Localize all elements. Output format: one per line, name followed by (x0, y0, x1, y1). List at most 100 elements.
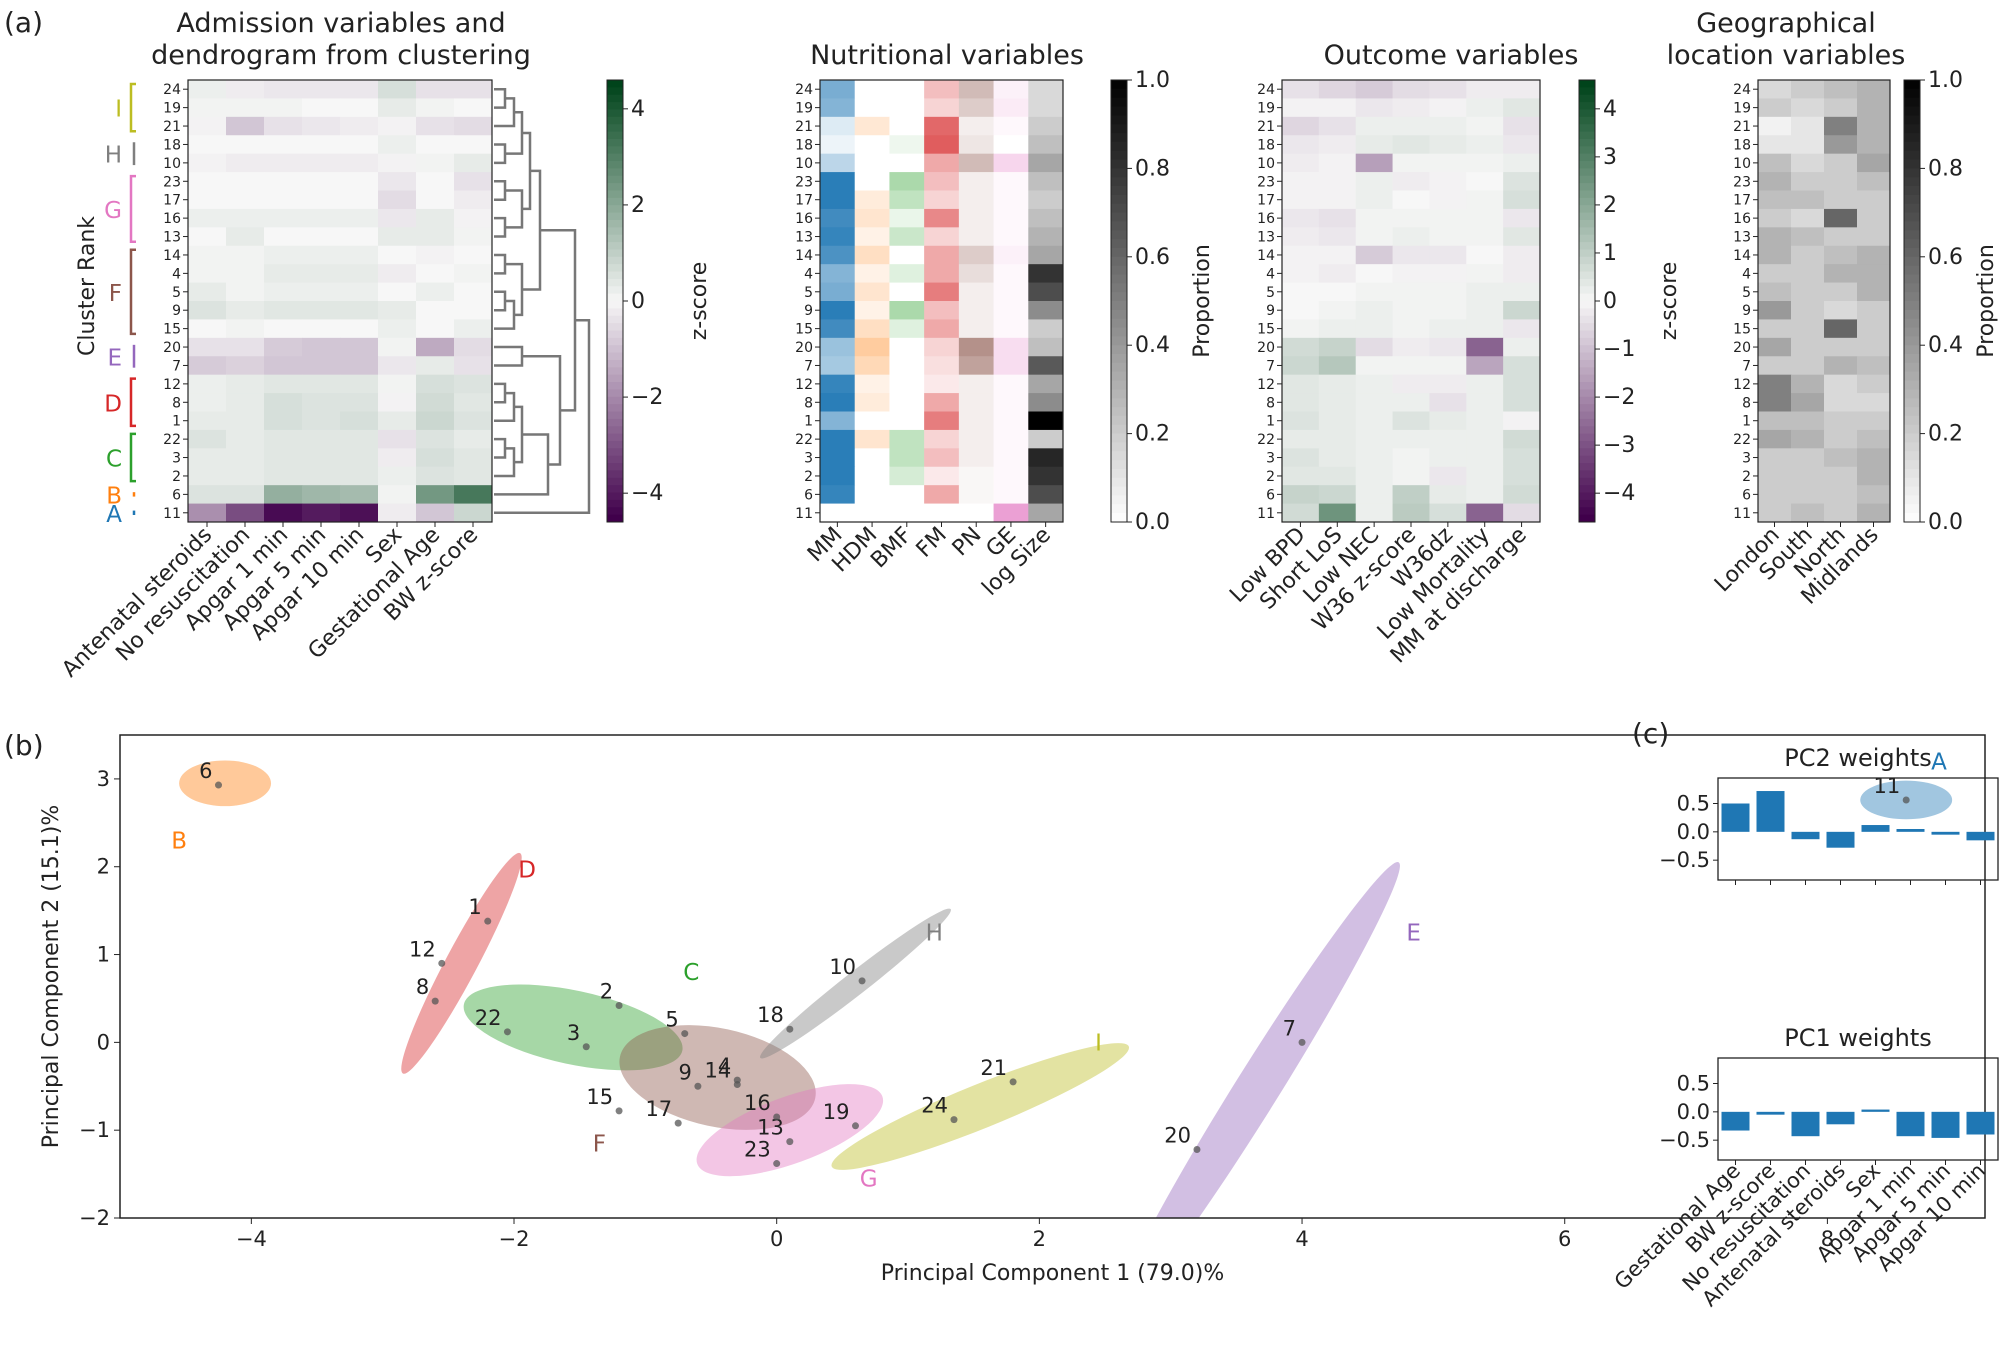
admission-cell (188, 466, 227, 486)
zscore-colorbar-1-gradient (607, 426, 623, 435)
point-24 (950, 1116, 958, 1124)
outcome-cell (1466, 374, 1504, 394)
nutritional-cell (820, 374, 856, 394)
proportion-colorbar-2-frame (1903, 79, 1921, 523)
zscore-colorbar-2-gradient (1579, 301, 1595, 309)
admission-row-label: 22 (163, 432, 181, 448)
admission-cell (378, 503, 417, 523)
admission-row-label: 10 (163, 156, 181, 172)
zscore-colorbar-1-gradient (607, 197, 623, 206)
proportion-colorbar-2-gradient (1904, 451, 1920, 461)
nutritional-cell (924, 153, 960, 173)
zscore-colorbar-1-gradient (607, 175, 623, 184)
geo-cell (1791, 337, 1825, 357)
nutritional-cell (854, 411, 890, 431)
geo-cell (1857, 116, 1891, 136)
cluster-label-I: I (115, 97, 122, 123)
proportion-colorbar-1-gradient (1111, 327, 1127, 337)
zscore-colorbar-2-tick-label: −1 (1603, 337, 1635, 362)
admission-cell (302, 172, 341, 191)
nutritional-cell (958, 190, 994, 210)
proportion-colorbar-2-tick-label: 0.2 (1928, 422, 1963, 447)
zscore-colorbar-2-tick-label: −4 (1603, 481, 1635, 506)
nutritional-cell (889, 466, 925, 486)
admission-cell (340, 282, 379, 302)
zscore-colorbar-1-gradient (607, 448, 623, 457)
pc2-ytick-label: 0.5 (1677, 792, 1710, 816)
outcome-cell (1355, 98, 1393, 118)
geo-row-label: 24 (1733, 82, 1751, 98)
geo-cell (1791, 411, 1825, 431)
admission-cell (340, 301, 379, 320)
zscore-colorbar-1-gradient (607, 293, 623, 302)
admission-cell (188, 172, 227, 191)
zscore-colorbar-2-gradient (1579, 227, 1595, 236)
nutritional-cell (1028, 393, 1064, 412)
outcome-cell (1355, 135, 1393, 155)
nutritional-cell (1028, 485, 1064, 504)
geo-cell (1791, 98, 1825, 118)
admission-row-label: 4 (172, 266, 181, 282)
geo-cell (1758, 135, 1792, 155)
nutritional-cell (1028, 282, 1064, 302)
point-label-2: 2 (600, 979, 613, 1003)
cluster-label-E: E (107, 345, 122, 371)
zscore-colorbar-1-gradient (607, 337, 623, 346)
nutritional-cell (993, 190, 1029, 210)
point-14 (733, 1081, 741, 1089)
outcome-cell (1503, 135, 1541, 155)
geo-cell (1824, 411, 1858, 431)
geo-row-label: 2 (1742, 469, 1751, 485)
admission-cell (454, 337, 493, 357)
proportion-colorbar-2-gradient (1904, 80, 1920, 90)
point-8 (431, 997, 439, 1005)
zscore-colorbar-1-gradient (607, 138, 623, 147)
pc2-bar (1896, 829, 1925, 832)
proportion-colorbar-2-gradient (1904, 327, 1920, 337)
geo-cell (1791, 466, 1825, 486)
nutritional-row-label: 15 (795, 322, 813, 338)
nutritional-cell (1028, 374, 1064, 394)
outcome-row-label: 18 (1257, 137, 1275, 153)
point-23 (773, 1160, 781, 1168)
admission-cell (264, 135, 303, 155)
admission-row-label: 15 (163, 322, 181, 338)
admission-cell (226, 466, 265, 486)
nutritional-row-label: 11 (795, 506, 813, 522)
admission-cell (378, 282, 417, 302)
nutritional-cell (854, 116, 890, 136)
geo-cell (1857, 135, 1891, 155)
outcome-cell (1355, 485, 1393, 504)
proportion-colorbar-1-gradient (1111, 451, 1127, 461)
nutritional-cell (924, 503, 960, 523)
admission-cell (340, 374, 379, 394)
admission-cell (188, 503, 227, 523)
admission-cell (378, 227, 417, 247)
zscore-colorbar-2-tick-label: 4 (1603, 97, 1617, 122)
admission-cell (416, 208, 455, 228)
admission-row-label: 16 (163, 211, 181, 227)
zscore-colorbar-1-gradient (607, 323, 623, 331)
outcome-cell (1466, 227, 1504, 247)
admission-cell (340, 116, 379, 136)
proportion-colorbar-1-gradient (1111, 168, 1127, 178)
outcome-cell (1503, 98, 1541, 118)
nutritional-cell (993, 245, 1029, 265)
nutritional-cell (958, 80, 994, 99)
admission-cell (226, 98, 265, 118)
nutritional-row-label: 3 (804, 451, 813, 467)
outcome-row-label: 9 (1266, 303, 1275, 319)
outcome-cell (1429, 429, 1467, 449)
outcome-cell (1466, 337, 1504, 357)
admission-cell (340, 190, 379, 210)
outcome-cell (1282, 208, 1320, 228)
admission-cell (378, 135, 417, 155)
nutritional-cell (889, 282, 925, 302)
geo-cell (1758, 485, 1792, 504)
admission-cell (454, 393, 493, 412)
zscore-colorbar-2-gradient (1579, 448, 1595, 457)
nutritional-cell (958, 227, 994, 247)
outcome-cell (1466, 80, 1504, 99)
admission-cell (416, 172, 455, 191)
